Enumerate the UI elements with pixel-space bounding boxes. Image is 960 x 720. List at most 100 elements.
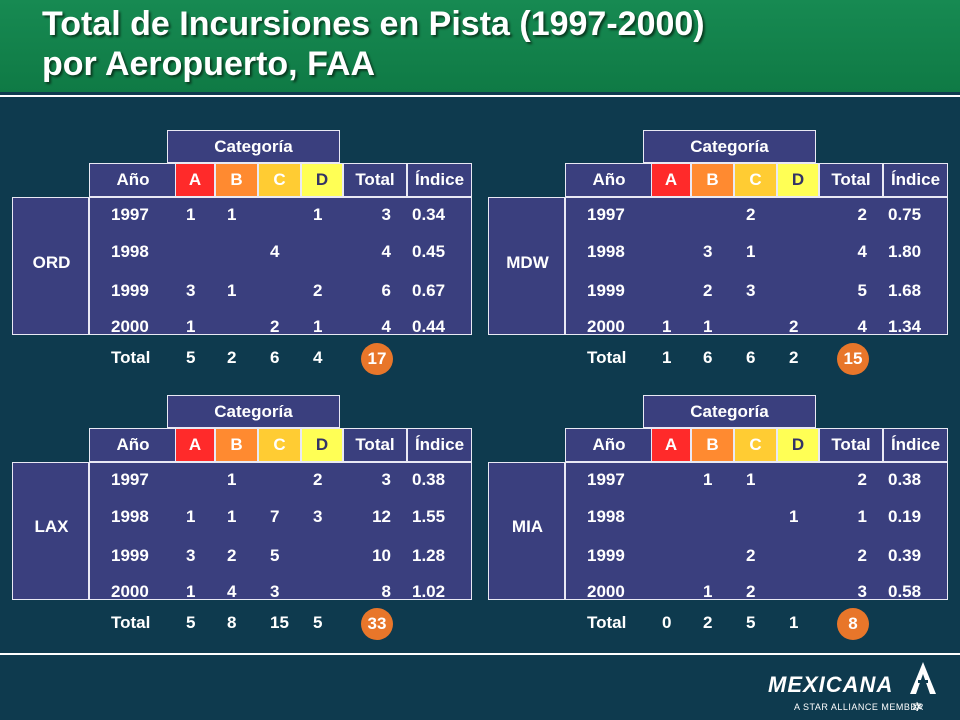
category-a-cell: 3 [186, 281, 196, 300]
category-b-header: B [215, 163, 258, 197]
table-row: 2000 1 2 1 4 0.44 [89, 311, 472, 345]
total-b: 6 [703, 348, 713, 367]
total-c: 15 [270, 613, 289, 632]
category-b-cell: 1 [227, 470, 237, 489]
category-d-cell: 1 [313, 317, 323, 336]
total-cell: 2 [857, 470, 867, 489]
year-header: Año [89, 428, 177, 462]
category-c-cell: 7 [270, 507, 280, 526]
table-row: 2000 1 4 3 8 1.02 [89, 576, 472, 610]
total-b: 2 [227, 348, 237, 367]
total-cell: 6 [381, 281, 391, 300]
category-a-cell: 1 [186, 582, 196, 601]
page-title-line2: por Aeropuerto, FAA [42, 45, 376, 83]
category-b-cell: 1 [227, 205, 237, 224]
total-cell: 3 [381, 470, 391, 489]
index-cell: 0.34 [412, 205, 446, 224]
category-c-cell: 2 [746, 582, 756, 601]
index-cell: 0.38 [888, 470, 922, 489]
category-d-header: D [301, 428, 343, 462]
total-c: 5 [746, 613, 756, 632]
total-cell: 1 [857, 507, 867, 526]
airport-label-cell: MDW [488, 197, 565, 335]
total-cell: 8 [381, 582, 391, 601]
table-row: 1997 2 2 0.75 [565, 199, 948, 233]
airport-code: ORD [32, 253, 71, 272]
total-d: 2 [789, 348, 799, 367]
year-header: Año [565, 163, 653, 197]
total-a: 1 [662, 348, 672, 367]
index-cell: 0.75 [888, 205, 922, 224]
year-cell: 1997 [587, 470, 625, 489]
category-a-cell: 1 [186, 205, 196, 224]
category-c-header: C [734, 428, 777, 462]
category-b-cell: 1 [703, 582, 713, 601]
category-a-cell: 3 [186, 546, 196, 565]
totals-row: Total 5 2 6 4 17 [89, 340, 472, 380]
year-cell: 1997 [111, 470, 149, 489]
category-a-cell: 1 [662, 317, 672, 336]
category-d-cell: 3 [313, 507, 323, 526]
category-header: Categoría [167, 395, 340, 428]
category-c-cell: 4 [270, 242, 280, 261]
category-header: Categoría [643, 395, 816, 428]
table-row: 1997 1 1 1 3 0.34 [89, 199, 472, 233]
total-b: 2 [703, 613, 713, 632]
index-cell: 1.34 [888, 317, 922, 336]
total-cell: 12 [372, 507, 391, 526]
category-a-header: A [651, 163, 691, 197]
table-row: 1999 2 2 0.39 [565, 540, 948, 574]
logo-tagline: A STAR ALLIANCE MEMBER [794, 702, 924, 712]
totals-label: Total [587, 613, 627, 632]
index-cell: 0.39 [888, 546, 922, 565]
category-b-cell: 4 [227, 582, 237, 601]
table-row: 1998 1 1 0.19 [565, 501, 948, 535]
totals-label: Total [111, 348, 151, 367]
year-cell: 1998 [587, 242, 625, 261]
airport-panel-lax: Categoría Año A B C D Total Índice LAX 1997 1 2 3 0.3… [12, 395, 472, 650]
total-cell: 2 [857, 546, 867, 565]
year-cell: 1999 [111, 546, 149, 565]
index-cell: 0.19 [888, 507, 922, 526]
airport-label-cell: MIA [488, 462, 565, 600]
total-cell: 4 [381, 242, 391, 261]
data-body [89, 462, 472, 600]
star-alliance-icon: ✲ [912, 700, 923, 714]
table-row: 2000 1 2 3 0.58 [565, 576, 948, 610]
index-cell: 0.67 [412, 281, 446, 300]
table-row: 1998 3 1 4 1.80 [565, 236, 948, 270]
category-b-cell: 2 [227, 546, 237, 565]
category-c-cell: 1 [746, 470, 756, 489]
category-a-header: A [175, 163, 215, 197]
category-b-cell: 1 [703, 317, 713, 336]
data-body [89, 197, 472, 335]
table-row: 1998 4 4 0.45 [89, 236, 472, 270]
total-c: 6 [270, 348, 280, 367]
index-header: Índice [883, 428, 948, 462]
index-header: Índice [407, 428, 472, 462]
year-cell: 1997 [587, 205, 625, 224]
category-b-cell: 1 [227, 507, 237, 526]
year-cell: 1999 [587, 281, 625, 300]
category-b-header: B [691, 163, 734, 197]
total-cell: 3 [381, 205, 391, 224]
category-d-header: D [777, 163, 819, 197]
category-b-cell: 1 [227, 281, 237, 300]
mexicana-logo-icon [910, 662, 936, 694]
category-c-cell: 1 [746, 242, 756, 261]
total-cell: 10 [372, 546, 391, 565]
category-d-cell: 1 [789, 507, 799, 526]
table-row: 1997 1 1 2 0.38 [565, 464, 948, 498]
category-c-header: C [258, 428, 301, 462]
title-banner [0, 0, 960, 92]
total-d: 4 [313, 348, 323, 367]
index-cell: 0.38 [412, 470, 446, 489]
category-b-cell: 3 [703, 242, 713, 261]
grand-total-badge: 33 [361, 608, 393, 640]
total-header: Total [343, 428, 407, 462]
index-cell: 1.55 [412, 507, 446, 526]
category-d-cell: 2 [313, 281, 323, 300]
index-header: Índice [407, 163, 472, 197]
category-a-cell: 1 [186, 507, 196, 526]
total-b: 8 [227, 613, 237, 632]
